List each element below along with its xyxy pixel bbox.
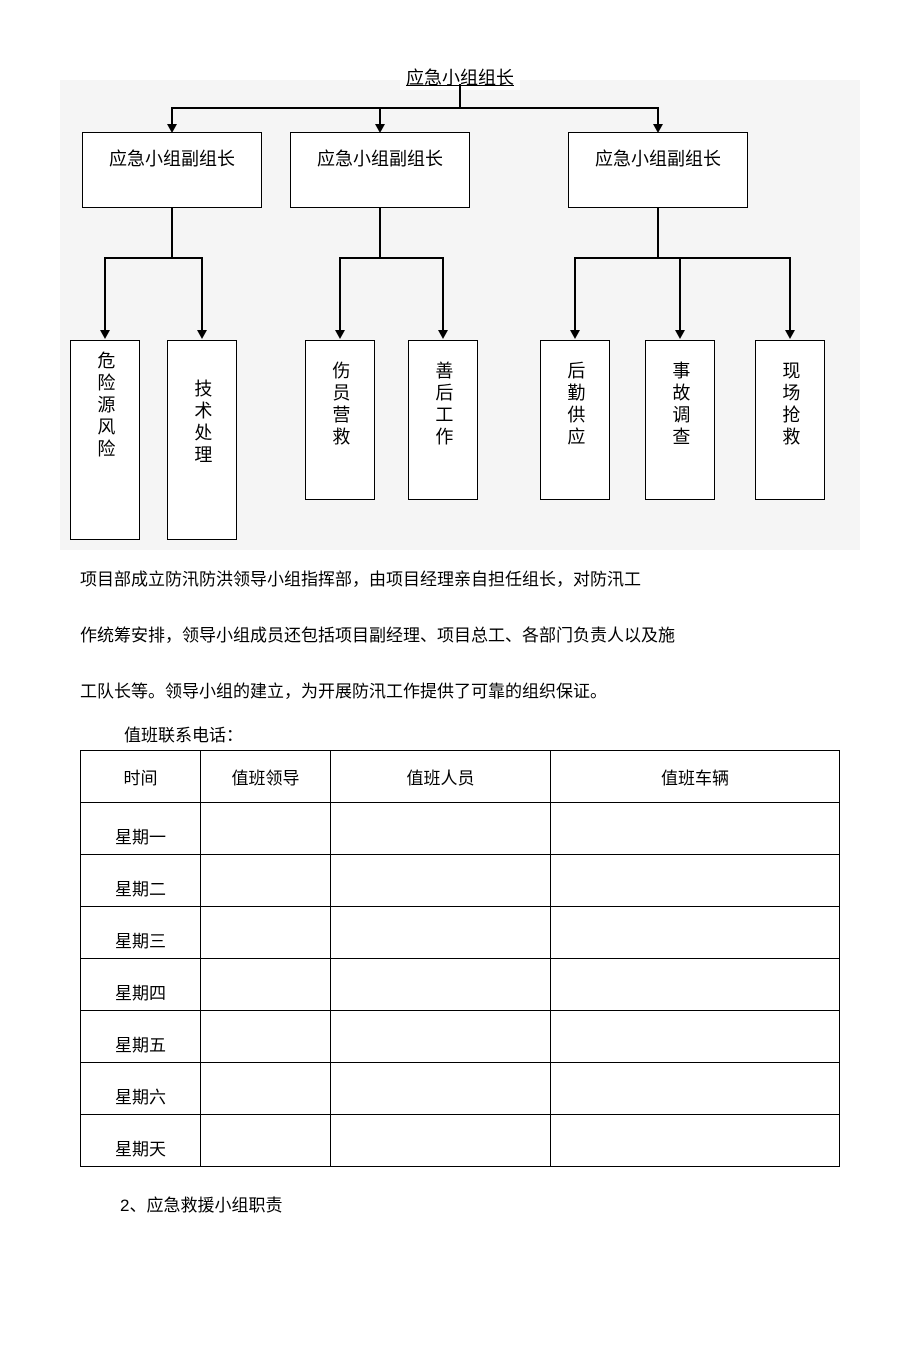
- cell: [201, 802, 331, 854]
- cell: [551, 1062, 840, 1114]
- arrow-down-icon: [785, 330, 795, 339]
- cell-day: 星期三: [81, 906, 201, 958]
- leaf-label: 技术处理: [188, 379, 217, 467]
- cell: [331, 906, 551, 958]
- table-row: 星期三: [81, 906, 840, 958]
- cell: [331, 958, 551, 1010]
- deputy-node-2: 应急小组副组长: [290, 132, 470, 208]
- cell: [331, 802, 551, 854]
- paragraph-2: 作统筹安排，领导小组成员还包括项目副经理、项目总工、各部门负责人以及施: [80, 614, 840, 658]
- deputy-label: 应急小组副组长: [595, 145, 721, 171]
- connector-line: [442, 257, 444, 333]
- cell: [551, 854, 840, 906]
- arrow-down-icon: [197, 330, 207, 339]
- connector-line: [201, 257, 203, 333]
- paragraph-1: 项目部成立防汛防洪领导小组指挥部，由项目经理亲自担任组长，对防汛工: [80, 558, 840, 602]
- arrow-down-icon: [335, 330, 345, 339]
- deputy-label: 应急小组副组长: [109, 145, 235, 171]
- connector-line: [104, 257, 106, 333]
- arrow-down-icon: [675, 330, 685, 339]
- cell-day: 星期一: [81, 802, 201, 854]
- leaf-node-invest: 事故调查: [645, 340, 715, 500]
- leaf-label: 现场抢救: [776, 361, 805, 449]
- cell: [551, 958, 840, 1010]
- connector-line: [379, 208, 381, 258]
- deputy-label: 应急小组副组长: [317, 145, 443, 171]
- connector-line: [574, 257, 576, 333]
- leaf-label: 危险源风险: [91, 351, 120, 461]
- org-chart: 应急小组组长 应急小组副组长 应急小组副组长 应急小组副组长: [60, 80, 860, 550]
- cell: [551, 1010, 840, 1062]
- section-2-heading: 2、应急救援小组职责: [80, 1191, 840, 1216]
- schedule-table: 时间 值班领导 值班人员 值班车辆 星期一 星期二 星期三 星期四 星期五 星期…: [80, 750, 840, 1167]
- table-header-row: 时间 值班领导 值班人员 值班车辆: [81, 750, 840, 802]
- leaf-node-after: 善后工作: [408, 340, 478, 500]
- arrow-down-icon: [570, 330, 580, 339]
- table-row: 星期六: [81, 1062, 840, 1114]
- cell: [331, 1062, 551, 1114]
- table-row: 星期天: [81, 1114, 840, 1166]
- cell: [331, 1010, 551, 1062]
- cell: [201, 1010, 331, 1062]
- cell: [551, 906, 840, 958]
- table-body: 星期一 星期二 星期三 星期四 星期五 星期六 星期天: [81, 802, 840, 1166]
- leaf-node-rescue: 伤员营救: [305, 340, 375, 500]
- leaf-label: 事故调查: [666, 361, 695, 449]
- connector-line: [679, 257, 681, 333]
- cell-day: 星期四: [81, 958, 201, 1010]
- cell: [201, 1114, 331, 1166]
- connector-line: [171, 208, 173, 258]
- table-row: 星期四: [81, 958, 840, 1010]
- deputy-node-3: 应急小组副组长: [568, 132, 748, 208]
- table-row: 星期五: [81, 1010, 840, 1062]
- cell: [331, 1114, 551, 1166]
- th-staff: 值班人员: [331, 750, 551, 802]
- phone-label: 值班联系电话：: [80, 721, 840, 746]
- connector-line: [339, 257, 341, 333]
- cell-day: 星期天: [81, 1114, 201, 1166]
- th-time: 时间: [81, 750, 201, 802]
- th-vehicle: 值班车辆: [551, 750, 840, 802]
- cell: [331, 854, 551, 906]
- arrow-down-icon: [100, 330, 110, 339]
- connector-line: [789, 257, 791, 333]
- cell-day: 星期六: [81, 1062, 201, 1114]
- cell: [201, 1062, 331, 1114]
- deputy-node-1: 应急小组副组长: [82, 132, 262, 208]
- table-row: 星期一: [81, 802, 840, 854]
- table-row: 星期二: [81, 854, 840, 906]
- connector-line: [459, 84, 461, 108]
- arrow-down-icon: [438, 330, 448, 339]
- leaf-node-risk: 危险源风险: [70, 340, 140, 540]
- connector-line: [657, 208, 659, 258]
- cell: [201, 854, 331, 906]
- connector-line: [574, 257, 790, 259]
- cell: [551, 802, 840, 854]
- leaf-label: 善后工作: [429, 361, 458, 449]
- leaf-node-supply: 后勤供应: [540, 340, 610, 500]
- cell: [201, 906, 331, 958]
- leaf-label: 伤员营救: [326, 361, 355, 449]
- leaf-node-tech: 技术处理: [167, 340, 237, 540]
- cell-day: 星期二: [81, 854, 201, 906]
- cell: [551, 1114, 840, 1166]
- document-page: 应急小组组长 应急小组副组长 应急小组副组长 应急小组副组长: [0, 0, 920, 1216]
- cell-day: 星期五: [81, 1010, 201, 1062]
- leaf-node-onsite: 现场抢救: [755, 340, 825, 500]
- cell: [201, 958, 331, 1010]
- connector-line: [104, 257, 203, 259]
- paragraph-3: 工队长等。领导小组的建立，为开展防汛工作提供了可靠的组织保证。: [80, 670, 840, 714]
- connector-line: [171, 107, 658, 109]
- leaf-label: 后勤供应: [561, 361, 590, 449]
- connector-line: [339, 257, 444, 259]
- th-leader: 值班领导: [201, 750, 331, 802]
